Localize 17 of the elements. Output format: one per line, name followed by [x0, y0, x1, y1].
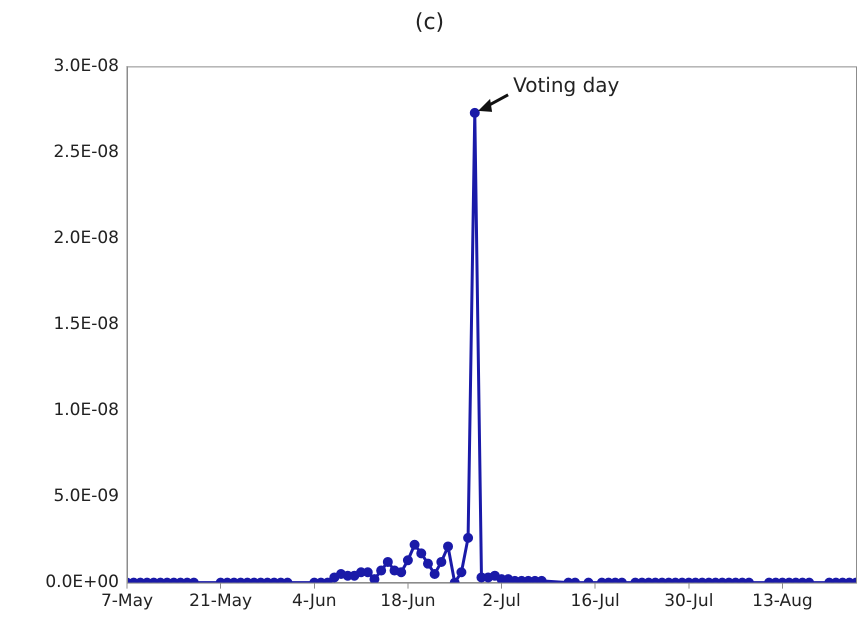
- annotation: Voting day: [513, 73, 620, 98]
- x-tick-label: 7-May: [100, 591, 154, 612]
- y-tick-label: 3.0E-08: [53, 56, 119, 76]
- x-tick-label: 4-Jun: [292, 591, 336, 612]
- y-tick-label: 2.0E-08: [53, 228, 119, 248]
- x-tick-label: 18-Jun: [380, 591, 436, 612]
- x-tick-label: 16-Jul: [570, 591, 620, 612]
- y-tick-label: 5.0E-09: [53, 486, 119, 506]
- y-tick-label: 1.0E-08: [53, 400, 119, 420]
- x-tick-label: 13-Aug: [752, 591, 813, 612]
- chart-title: (c): [414, 10, 444, 35]
- y-tick-label: 0.0E+00: [45, 572, 119, 592]
- y-tick-label: 2.5E-08: [53, 142, 119, 162]
- x-tick-label: 2-Jul: [482, 591, 521, 612]
- x-tick-label: 30-Jul: [664, 591, 714, 612]
- x-tick-label: 21-May: [189, 591, 252, 612]
- y-tick-label: 1.5E-08: [53, 314, 119, 334]
